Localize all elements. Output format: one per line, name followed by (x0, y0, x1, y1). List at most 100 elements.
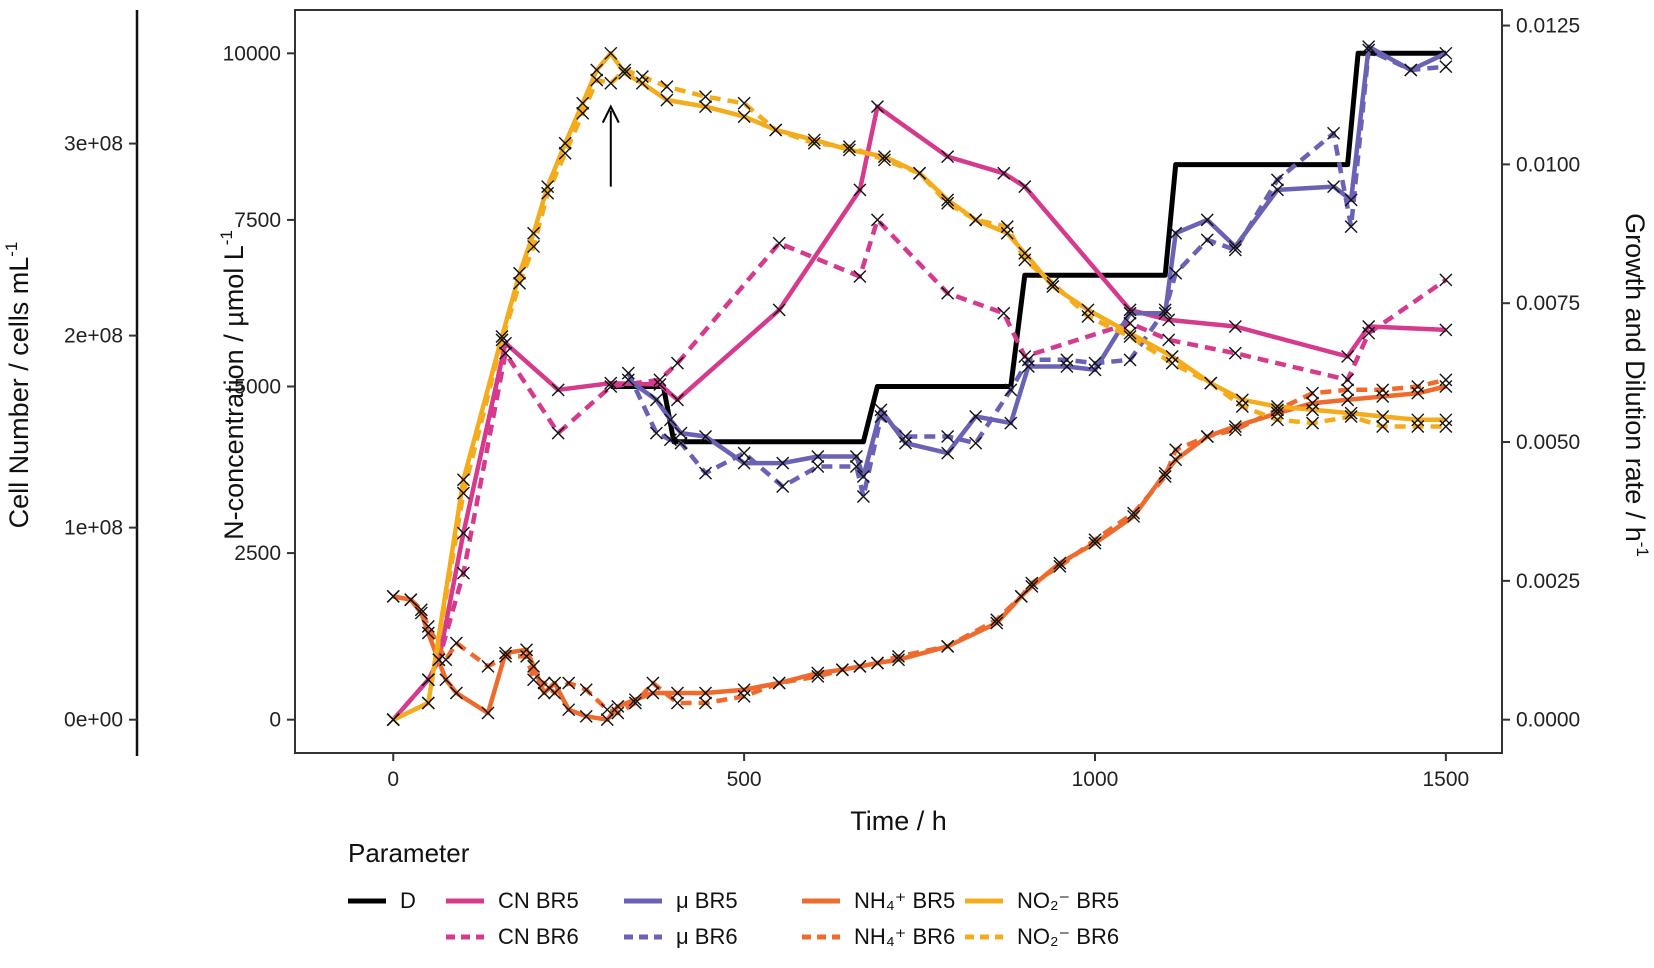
data-point-no2-br5 (1270, 399, 1284, 413)
data-point-mu-br5 (776, 456, 790, 470)
data-point-mu-br5 (1169, 226, 1183, 240)
data-point-nh4-br6 (699, 696, 713, 710)
data-point-nh4-br5 (1088, 536, 1102, 550)
data-point-cn-br5 (1439, 323, 1453, 337)
data-point-nh4-br5 (892, 653, 905, 667)
data-point-nh4-br5 (1376, 389, 1390, 403)
data-point-no2-br6 (769, 123, 783, 137)
data-point-nh4-br6 (853, 659, 867, 673)
cell-tick-label: 2e+08 (64, 325, 123, 348)
data-point-no2-br6 (421, 696, 435, 710)
data-point-mu-br5 (674, 426, 688, 440)
data-point-no2-br6 (635, 70, 649, 84)
data-point-cn-br6 (604, 380, 618, 393)
data-point-nh4-br5 (1053, 556, 1067, 570)
x-tick-label: 0 (387, 768, 399, 791)
data-point-cn-br6 (1439, 273, 1453, 287)
data-point-mu-br6 (1439, 60, 1453, 74)
data-point-no2-br6 (1165, 356, 1179, 370)
y-tick-label: 2500 (234, 542, 281, 565)
data-point-cn-br6 (670, 356, 684, 370)
right-tick-label: 0.0025 (1516, 570, 1580, 593)
data-point-mu-br6 (737, 446, 751, 460)
data-point-mu-br5 (874, 403, 888, 417)
data-point-nh4-br6 (870, 656, 884, 670)
data-point-mu-br6 (663, 433, 677, 447)
data-point-mu-br6 (849, 459, 863, 473)
data-point-nh4-br5 (1439, 380, 1453, 393)
data-point-cn-br5 (670, 393, 684, 407)
cell-tick-label: 0e+00 (64, 709, 123, 732)
data-point-cn-br6 (1123, 316, 1137, 330)
series-markers (386, 40, 1453, 727)
data-point-nh4-br6 (1158, 469, 1172, 483)
data-point-no2-br5 (1081, 303, 1095, 317)
series-line-nh4-br6 (392, 377, 1447, 716)
data-point-nh4-br6 (1439, 373, 1453, 387)
data-point-cn-br5 (772, 303, 786, 317)
data-point-no2-br5 (456, 473, 470, 487)
data-point-mu-br5 (1200, 213, 1214, 227)
data-point-no2-br5 (558, 136, 572, 150)
data-point-nh4-br5 (421, 626, 435, 640)
right-axis-title: Growth and Dilution rate / h-1 (1620, 213, 1652, 557)
series-line-nh4-br5 (392, 384, 1447, 722)
data-point-nh4-br6 (404, 593, 418, 607)
data-point-nh4-br6 (527, 673, 541, 687)
data-point-no2-br5 (618, 66, 632, 80)
plot-panel (294, 9, 1503, 754)
data-point-nh4-br5 (499, 646, 513, 660)
y-axis-title-text: N-concentration / µmol L-1 (217, 230, 249, 540)
data-point-cn-br6 (870, 213, 884, 227)
data-point-no2-br6 (576, 106, 590, 120)
data-point-cn-br5 (1018, 180, 1032, 194)
data-point-nh4-br5 (1228, 419, 1242, 433)
data-point-mu-br6 (969, 436, 983, 450)
data-point-nh4-br6 (811, 669, 825, 683)
data-point-no2-br5 (1306, 403, 1320, 417)
data-point-mu-br6 (1004, 383, 1018, 397)
data-point-nh4-br6 (670, 696, 684, 710)
data-point-nh4-br5 (1169, 453, 1183, 467)
data-point-nh4-br6 (611, 706, 625, 720)
data-point-cn-br5 (870, 100, 884, 114)
data-point-nh4-br6 (548, 686, 562, 700)
data-point-no2-br6 (1018, 253, 1032, 267)
data-point-mu-br6 (1088, 356, 1102, 370)
data-point-no2-br5 (576, 96, 590, 110)
data-point-nh4-br5 (611, 699, 625, 713)
series-lines (391, 44, 1448, 722)
data-point-cn-br6 (997, 306, 1011, 320)
right-tick-label: 0.0100 (1516, 153, 1580, 176)
data-point-mu-br6 (1228, 243, 1242, 257)
data-point-nh4-br6 (737, 689, 751, 703)
data-point-nh4-br5 (562, 703, 576, 717)
data-point-no2-br6 (590, 73, 604, 87)
data-point-mu-br6 (699, 466, 713, 480)
data-point-cn-br5 (1162, 313, 1176, 327)
data-point-mu-br5 (1362, 40, 1376, 54)
cell-axis-title-sup: -1 (2, 242, 21, 257)
data-point-cn-br6 (456, 566, 470, 580)
data-point-nh4-br5 (1127, 509, 1141, 523)
data-point-no2-br6 (660, 80, 674, 94)
data-point-no2-br5 (1235, 393, 1249, 407)
data-point-no2-br6 (842, 140, 856, 154)
data-point-nh4-br6 (537, 676, 551, 690)
data-point-nh4-br5 (579, 709, 593, 723)
data-point-no2-br5 (527, 226, 541, 240)
right-tick-label: 0.0050 (1516, 431, 1580, 454)
data-point-no2-br5 (495, 330, 509, 344)
data-point-mu-br5 (1327, 180, 1341, 194)
data-point-no2-br6 (737, 96, 751, 110)
data-point-mu-br5 (737, 456, 751, 470)
axes: 0 2500 5000 7500 10000 0 500 1000 1500 Time / h 0.… (217, 15, 1652, 836)
data-point-mu-br6 (1270, 173, 1284, 187)
data-point-mu-br6 (1169, 266, 1183, 280)
x-tick-label: 1500 (1423, 768, 1470, 791)
data-point-cn-br5 (1228, 320, 1242, 334)
data-point-no2-br5 (842, 143, 856, 157)
data-point-no2-br6 (558, 146, 572, 160)
data-point-cn-br5 (853, 183, 867, 197)
